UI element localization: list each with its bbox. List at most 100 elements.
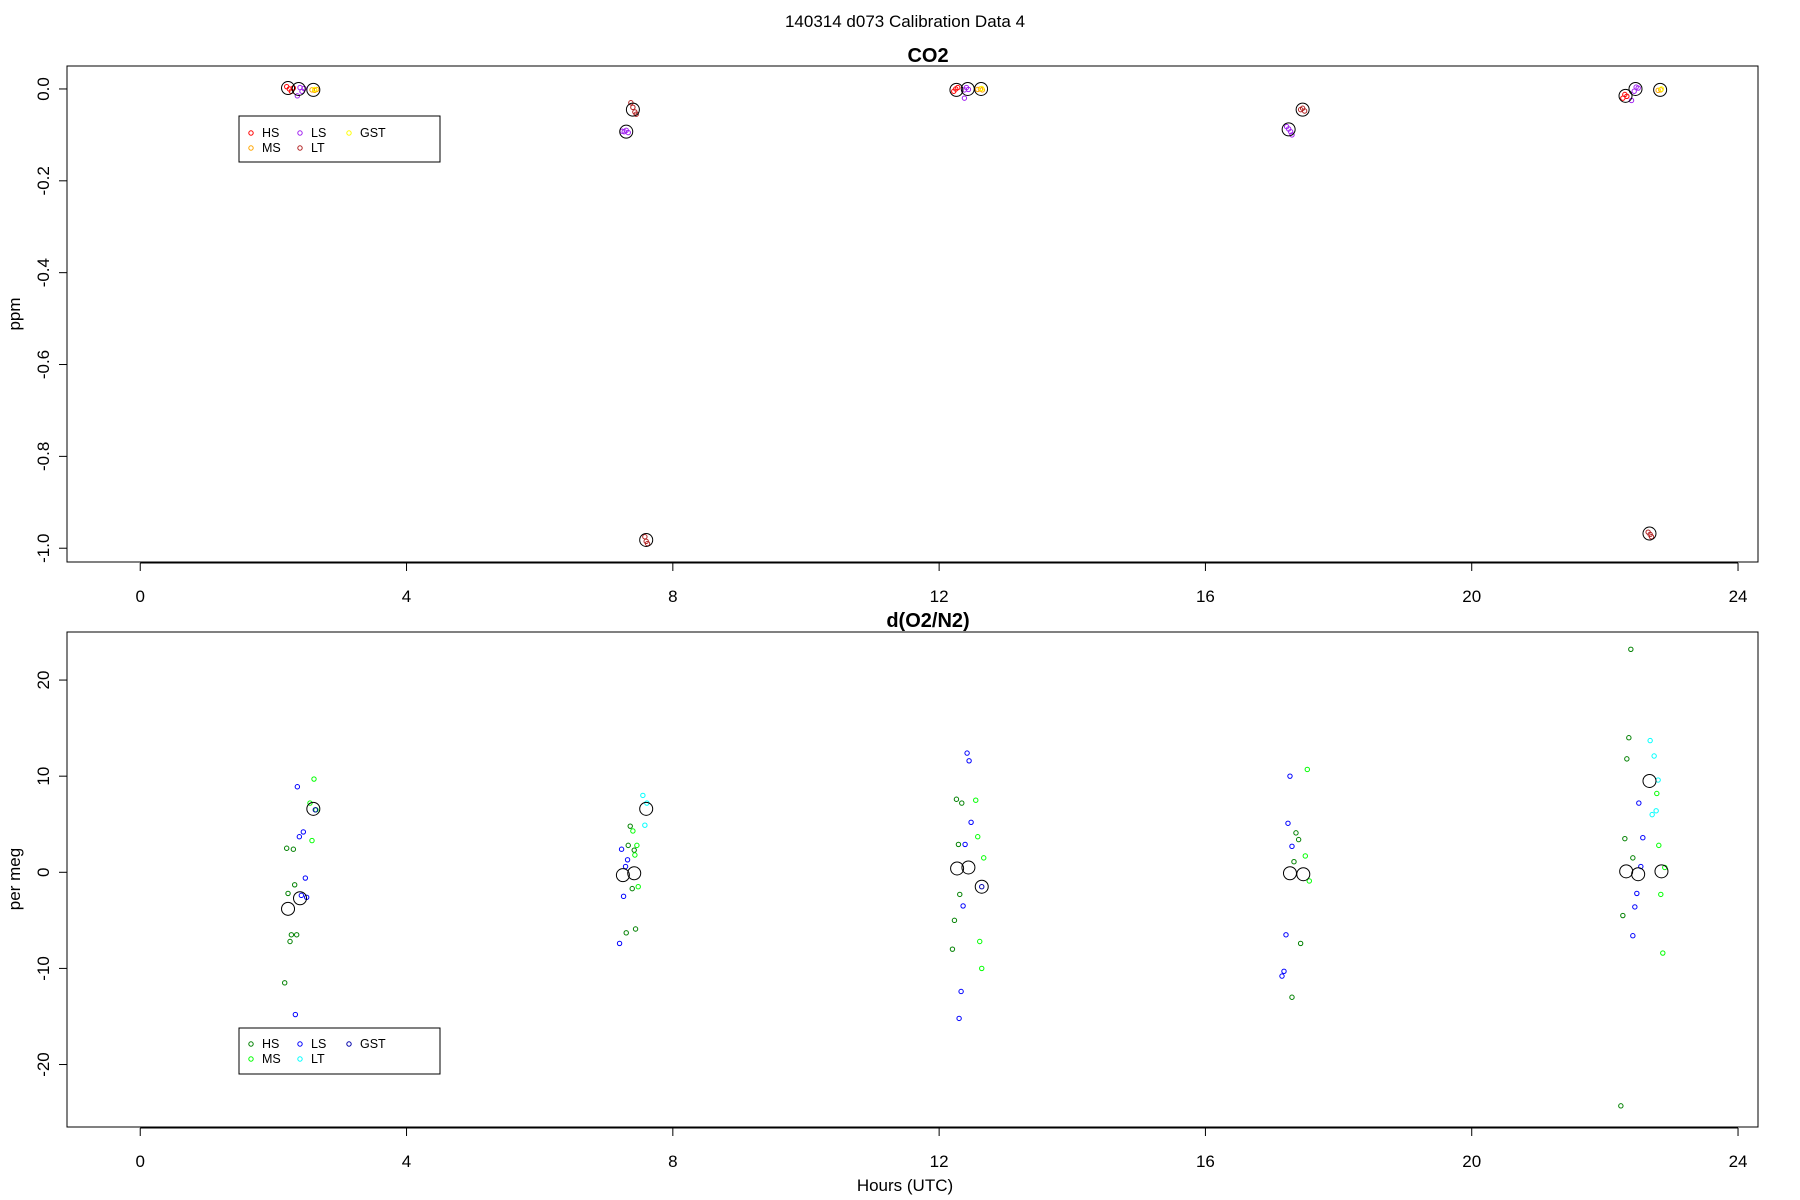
o2n2-point-ls [1632,904,1638,910]
co2-mean-marker [625,102,640,117]
o2n2-point-ls [1289,843,1295,850]
o2n2-legend-label-lt: LT [311,1052,325,1066]
co2-mean-marker [619,124,634,139]
o2n2-point-ms [630,828,636,834]
o2n2-mean-marker [1619,864,1634,879]
co2-y-tick-label: -0.8 [34,442,53,471]
o2n2-mean-marker [306,801,321,816]
o2n2-point-ms [311,776,317,782]
o2n2-point-hs [951,917,958,924]
o2n2-mean-marker [1642,773,1657,788]
o2n2-point-hs [290,846,297,852]
o2n2-point-hs [1289,994,1295,1000]
co2-panel: CO2 ppm 0 4 8 12 16 20 24 0.0 -0.2 -0.4 -0.6 -0.8 -1… [5,45,1759,606]
o2n2-mean-marker [1631,867,1646,882]
co2-point-lt [633,111,639,117]
o2n2-point-ls [1640,834,1646,841]
co2-legend-marker-gst [346,130,352,136]
o2n2-point-ms [635,884,641,890]
co2-y-tick-label: -1.0 [34,534,53,563]
o2n2-point-lt [640,792,646,799]
o2n2-legend: HS MS LS LT GST [238,1027,441,1075]
o2n2-point-hs [281,980,288,986]
o2n2-xlabel: Hours (UTC) [857,1176,953,1195]
o2n2-point-hs [623,930,629,936]
co2-y-tick-label: -0.4 [34,258,53,287]
o2n2-legend-marker-hs [248,1041,254,1047]
o2n2-panel: d(O2/N2) per meg Hours (UTC) 0 4 8 12 16 20 24… [5,610,1759,1195]
o2n2-point-ls [966,758,972,764]
co2-title: CO2 [907,45,948,67]
o2n2-point-ls [296,834,303,840]
o2n2-point-ms [975,834,981,840]
o2n2-point-lt [642,822,648,828]
o2n2-point-ms [1654,790,1660,797]
o2n2-y-tick-label: -10 [34,956,53,981]
co2-point-gst [311,86,318,93]
o2n2-point-gst [979,884,985,890]
co2-mean-marker [1618,88,1633,103]
o2n2-legend-marker-ms [248,1056,254,1062]
co2-x-tick-label: 4 [402,587,411,606]
o2n2-point-ms [632,852,638,858]
co2-legend-box [238,115,441,163]
o2n2-mean-marker [281,901,296,916]
co2-point-ls [961,95,968,101]
o2n2-point-ms [1302,853,1308,859]
co2-point-lt [1648,534,1655,540]
co2-mean-marker [306,82,321,97]
co2-x-tick-label: 16 [1196,587,1215,606]
co2-x-tick-label: 0 [135,587,144,606]
o2n2-point-hs [1622,835,1628,842]
o2n2-point-ls [1634,890,1640,897]
o2n2-point-hs [288,932,295,938]
o2n2-point-lt [1655,777,1661,783]
co2-x-tick-label: 20 [1462,587,1481,606]
co2-point-gst [979,85,985,92]
co2-mean-marker [1653,82,1668,97]
o2n2-y-tick-label: -20 [34,1052,53,1077]
co2-mean-markers [281,81,1668,547]
co2-y-tick-label: -0.6 [34,350,53,379]
co2-ylabel: ppm [5,297,24,330]
o2n2-legend-label-hs: HS [262,1037,279,1051]
o2n2-point-ms [634,842,640,849]
co2-axis-ticks: 0 4 8 12 16 20 24 0.0 -0.2 -0.4 -0.6 -0.8 -1.0 [34,77,1747,606]
o2n2-legend-label-gst: GST [360,1037,386,1051]
o2n2-point-lt [1653,808,1659,814]
o2n2-x-tick-label: 12 [930,1152,949,1171]
o2n2-point-hs [959,800,965,806]
o2n2-mean-marker [615,868,630,883]
o2n2-mean-marker [627,866,642,881]
o2n2-point-hs [629,885,635,892]
o2n2-legend-label-ls: LS [311,1037,326,1051]
o2n2-point-ms [981,855,987,861]
co2-y-tick-label: -0.2 [34,166,53,195]
o2n2-point-hs [632,926,639,932]
o2n2-plot-frame [66,631,1759,1128]
o2n2-point-hs [293,932,300,938]
o2n2-point-hs [1620,912,1626,919]
co2-legend-marker-ms [248,145,254,151]
co2-point-ls [1635,85,1641,91]
o2n2-point-hs [1293,830,1299,836]
o2n2-point-hs [955,841,962,848]
o2n2-mean-marker [950,861,965,876]
o2n2-point-hs [1297,940,1304,947]
o2n2-x-tick-label: 4 [402,1152,411,1171]
co2-x-tick-label: 24 [1729,587,1748,606]
o2n2-point-ls [298,892,305,899]
o2n2-point-ls [616,940,623,947]
o2n2-y-tick-label: 20 [34,671,53,690]
o2n2-legend-marker-gst [346,1041,352,1047]
co2-mean-marker [291,81,306,96]
o2n2-point-ls [292,1011,299,1018]
figure-suptitle: 140314 d073 Calibration Data 4 [785,12,1025,31]
o2n2-mean-marker [974,879,989,894]
o2n2-point-ls [1279,973,1285,979]
o2n2-axis-ticks: 0 4 8 12 16 20 24 20 10 0 -10 -20 [34,671,1747,1171]
o2n2-point-hs [631,847,637,853]
o2n2-point-ls [1283,932,1289,938]
o2n2-point-ms [977,938,983,945]
